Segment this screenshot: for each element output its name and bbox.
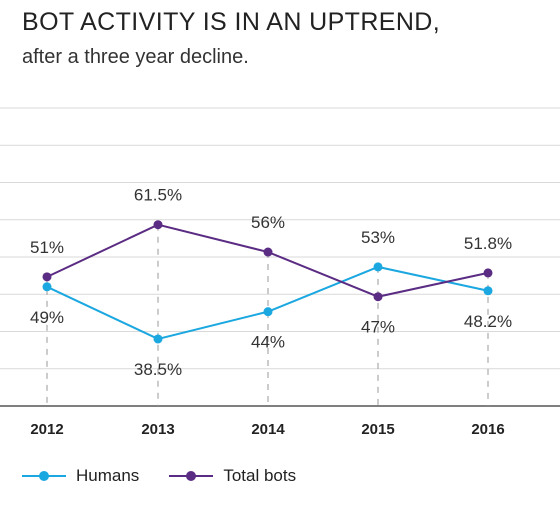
chart-legend: Humans Total bots (22, 466, 326, 486)
bots-point (373, 292, 383, 302)
humans-point (42, 282, 52, 292)
humans-data-label: 48.2% (464, 312, 512, 331)
humans-line-swatch (22, 466, 66, 486)
humans-data-label: 49% (30, 308, 64, 327)
humans-point (263, 307, 273, 317)
bots-data-label: 51% (30, 238, 64, 257)
chart-title: BOT ACTIVITY IS IN AN UPTREND, (22, 8, 441, 36)
humans-data-label: 38.5% (134, 360, 182, 379)
bots-data-label: 51.8% (464, 234, 512, 253)
humans-point (483, 286, 493, 296)
line-chart: 2012 2013 2014 2015 2016 49% 51% 38.5% 61.5% 44% 5… (0, 107, 560, 438)
humans-point (153, 334, 163, 344)
legend-item-humans[interactable]: Humans (22, 466, 139, 486)
bots-data-label: 56% (251, 213, 285, 232)
x-tick-label: 2014 (251, 421, 285, 438)
humans-data-label: 44% (251, 333, 285, 352)
bots-point (42, 272, 52, 282)
humans-data-label: 53% (361, 228, 395, 247)
x-tick-label: 2015 (361, 421, 394, 438)
bots-data-label: 47% (361, 318, 395, 337)
humans-point (373, 262, 383, 272)
bots-point (483, 268, 493, 278)
legend-item-total-bots[interactable]: Total bots (169, 466, 296, 486)
bots-line-swatch (169, 466, 214, 486)
bots-data-label: 61.5% (134, 186, 182, 205)
x-tick-label: 2013 (141, 421, 174, 438)
bots-series-line (46, 223, 489, 298)
bots-point (153, 220, 163, 230)
legend-label-total-bots: Total bots (223, 466, 297, 485)
x-tick-label: 2012 (30, 421, 63, 438)
bots-point (263, 247, 273, 257)
legend-label-humans: Humans (76, 466, 140, 485)
x-tick-label: 2016 (471, 421, 504, 438)
chart-subtitle: after a three year decline. (22, 46, 249, 68)
